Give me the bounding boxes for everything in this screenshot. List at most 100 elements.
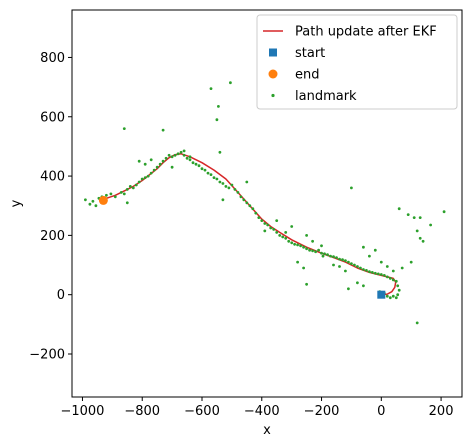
x-tick-label: −200	[304, 404, 340, 419]
landmark-point	[239, 195, 243, 199]
landmark-point	[275, 219, 279, 223]
landmark-point	[236, 191, 240, 194]
landmark-point	[125, 201, 129, 205]
landmark-point	[396, 284, 400, 288]
y-tick-label: 800	[40, 51, 65, 66]
landmark-point	[176, 152, 180, 156]
landmark-point	[155, 165, 159, 169]
landmark-point	[88, 202, 92, 206]
legend-box	[256, 14, 458, 110]
landmark-point	[242, 198, 246, 202]
landmark-point	[182, 149, 186, 153]
landmark-point	[272, 228, 276, 231]
landmark-point	[379, 273, 383, 276]
landmark-point	[347, 260, 350, 264]
landmark-point	[373, 271, 377, 275]
y-tick-label: 400	[40, 170, 65, 185]
landmark-point	[365, 269, 368, 272]
landmark-point	[206, 171, 210, 175]
y-tick-label: 0	[57, 288, 65, 303]
landmark-point	[217, 105, 220, 108]
landmark-point	[125, 188, 129, 191]
axes-layer: −1000 −800 −600 −400 −200 0 200 −200 0 200 400 600 8…	[29, 51, 453, 419]
landmark-point	[329, 254, 332, 258]
landmark-point	[284, 236, 288, 240]
x-tick-label: −600	[184, 404, 220, 419]
landmark-point	[167, 153, 171, 157]
landmark-point	[412, 216, 416, 220]
landmark-point	[221, 182, 225, 185]
landmark-point	[344, 259, 347, 262]
landmark-point	[182, 153, 186, 157]
landmark-point	[418, 236, 422, 240]
landmark-point	[161, 159, 165, 163]
landmark-point	[131, 186, 135, 190]
landmark-point	[305, 282, 308, 286]
landmark-point	[311, 249, 314, 253]
x-tick-label: −800	[124, 404, 160, 419]
landmark-point	[287, 239, 291, 243]
landmark-point	[218, 150, 222, 154]
start-marker	[377, 290, 386, 299]
landmark-point	[263, 222, 267, 225]
landmark-point	[143, 176, 147, 180]
landmark-point	[290, 241, 294, 245]
landmark-point	[113, 195, 117, 199]
landmark-point	[109, 192, 113, 196]
landmark-point	[332, 255, 335, 259]
landmark-point	[245, 180, 249, 184]
landmark-point	[397, 207, 401, 211]
landmark-point	[379, 260, 383, 264]
landmark-point	[200, 167, 204, 171]
y-tick-label: −200	[29, 348, 65, 363]
landmark-point	[134, 183, 138, 187]
landmark-point	[415, 229, 419, 233]
landmark-point	[248, 204, 252, 208]
landmark-point	[418, 216, 422, 220]
x-axis-label: x	[263, 423, 271, 438]
x-tick-label: −400	[244, 404, 280, 419]
landmark-point	[299, 244, 302, 248]
landmark-point	[170, 155, 174, 159]
landmark-point	[421, 239, 425, 243]
legend-label: end	[295, 68, 320, 83]
landmark-point	[257, 216, 261, 220]
landmark-point	[341, 258, 344, 262]
landmark-point	[385, 265, 389, 268]
landmark-point	[185, 156, 189, 160]
landmark-point	[368, 270, 371, 273]
landmark-point	[158, 162, 162, 166]
landmark-point	[194, 162, 198, 166]
landmark-point	[179, 150, 183, 154]
landmark-point	[308, 248, 311, 252]
landmark-point	[385, 275, 389, 279]
landmark-point	[362, 245, 365, 249]
landmark-point	[203, 168, 207, 172]
landmark-point	[335, 256, 338, 259]
landmark-point	[290, 225, 294, 228]
landmark-point	[382, 274, 386, 277]
marker-layer	[98, 195, 386, 299]
landmark-point	[229, 81, 232, 85]
landmark-point	[323, 252, 326, 256]
landmark-point	[173, 153, 177, 157]
landmark-point	[224, 185, 228, 188]
landmark-point	[161, 128, 165, 132]
legend-end-swatch	[268, 69, 278, 79]
landmark-point	[415, 321, 419, 325]
landmark-point	[91, 199, 95, 203]
landmark-point	[149, 171, 153, 175]
landmark-point	[233, 188, 237, 191]
landmark-point	[385, 294, 389, 298]
legend-label: Path update after EKF	[295, 25, 437, 40]
landmark-point	[209, 173, 213, 177]
end-marker	[98, 195, 108, 205]
landmark-point	[391, 269, 395, 273]
landmark-point	[332, 263, 335, 267]
landmark-point	[191, 161, 195, 165]
plot-frame	[71, 9, 463, 398]
landmark-point	[362, 284, 365, 288]
landmark-point	[406, 213, 410, 217]
landmark-point	[311, 239, 314, 243]
landmark-point	[188, 155, 192, 159]
